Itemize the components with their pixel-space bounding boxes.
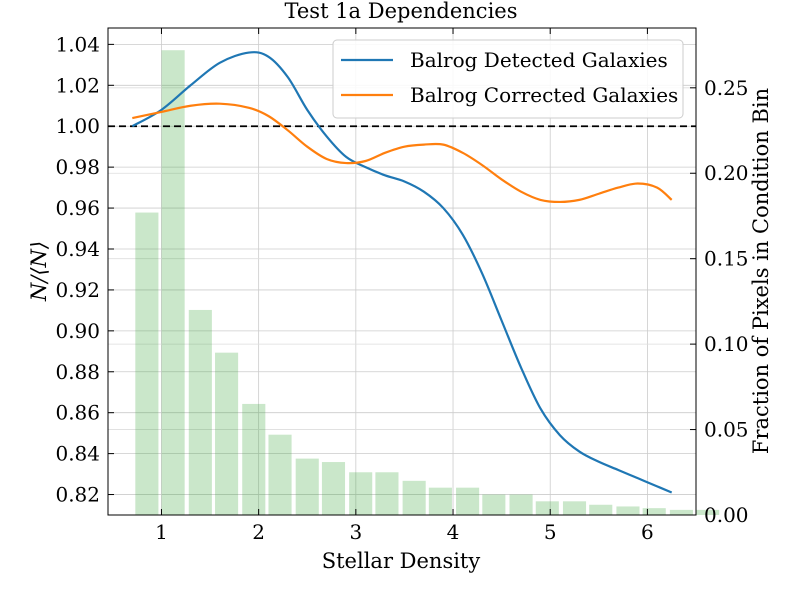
x-tick-label: 1 [155,520,168,544]
histogram-bar [616,506,640,515]
histogram-bar [242,403,266,515]
histogram-bar [188,309,212,515]
histogram-bar [669,509,693,515]
histogram-bar [402,480,426,515]
y-tick-label: 0.92 [55,278,100,302]
x-tick-label: 2 [252,520,265,544]
histogram-bar [456,487,480,515]
y-tick-label: 0.88 [55,360,100,384]
y-axis-title: N/⟨N⟩ [27,241,51,302]
y-tick-label: 0.86 [55,401,100,425]
y2-tick-label: 0.05 [704,418,749,442]
y-tick-label: 0.90 [55,319,100,343]
legend-label: Balrog Corrected Galaxies [410,83,678,107]
y-tick-label: 0.96 [55,196,100,220]
histogram-bar [428,487,452,515]
histogram-bar [482,494,506,515]
histogram-bar [295,458,319,515]
y-tick-label: 1.02 [55,73,100,97]
y-tick-label: 0.98 [55,155,100,179]
y2-axis-title: Fraction of Pixels in Condition Bin [749,88,773,454]
histogram-bar [562,501,587,515]
legend-box [332,39,684,119]
y-tick-label: 0.94 [55,237,100,261]
x-axis-title: Stellar Density [322,549,481,573]
y-tick-label: 1.04 [55,32,100,56]
y-tick-label: 1.00 [55,114,100,138]
histogram-bar [509,494,533,515]
legend: Balrog Detected Galaxies Balrog Corrected… [332,39,684,119]
y2-tick-label: 0.20 [704,161,749,185]
series-line-corrected [132,102,673,204]
histogram-bar [589,504,613,515]
y2-tick-label: 0.00 [704,503,749,527]
histogram-bar [215,352,239,515]
histogram-bar [642,508,666,515]
y-tick-label: 0.84 [55,442,100,466]
ticks: 1 2 3 4 5 6 0.82 0.84 0.86 0.88 0.90 0.92 0.94 0.96 0.… [55,28,749,544]
histogram-bars [135,50,720,515]
y-tick-label: 0.82 [55,483,100,507]
y2-tick-label: 0.10 [704,332,749,356]
histogram-bar [321,462,346,515]
legend-label: Balrog Detected Galaxies [410,48,668,72]
plot-frame [107,27,697,516]
chart-title: Test 1a Dependencies [285,0,518,23]
histogram-bar [696,509,720,515]
histogram-bar [135,212,159,515]
x-tick-label: 4 [447,520,460,544]
y2-tick-label: 0.15 [704,247,749,271]
x-tick-label: 6 [641,520,654,544]
histogram-bar [375,472,399,515]
x-tick-label: 5 [544,520,557,544]
series-lines [131,51,673,494]
series-line-detected [131,51,673,494]
y2-tick-label: 0.25 [704,76,749,100]
histogram-bar [161,50,185,515]
x-tick-label: 3 [349,520,362,544]
histogram-bar [349,472,373,515]
histogram-bar [268,434,292,515]
histogram-bar [535,501,559,515]
